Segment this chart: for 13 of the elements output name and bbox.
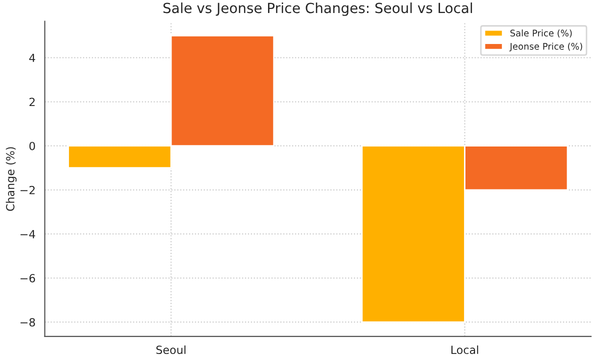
y-axis-title: Change (%) — [6, 147, 17, 211]
legend-label: Jeonse Price (%) — [509, 42, 582, 52]
x-tick-label: Seoul — [156, 345, 186, 354]
x-tick-label: Local — [451, 345, 478, 354]
y-tick-label: −2 — [20, 186, 35, 194]
y-tick-label: 0 — [29, 142, 36, 150]
y-tick-label: 4 — [29, 54, 36, 62]
y-tick-label: −4 — [20, 230, 36, 238]
y-tick-label: −8 — [20, 318, 35, 326]
legend-label: Sale Price (%) — [510, 29, 572, 38]
y-tick-label: 2 — [29, 98, 35, 106]
y-tick-label: −6 — [20, 274, 36, 282]
chart-title: Sale vs Jeonse Price Changes: Seoul vs Local — [163, 2, 472, 16]
